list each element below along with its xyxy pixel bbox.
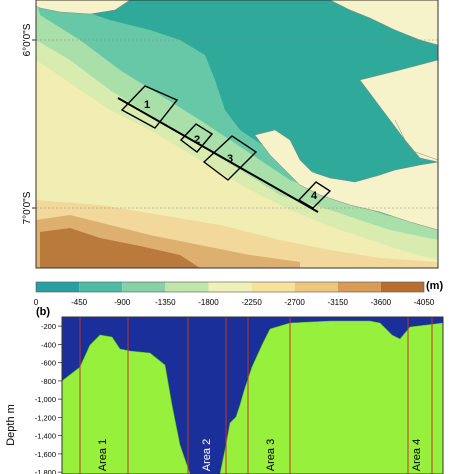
deep-basin-3 [40,228,200,268]
bangka-land [329,0,438,46]
profile-frame [61,316,444,474]
svg-text:1: 1 [144,99,150,111]
ytick-label-6: -1,200 [35,413,56,422]
legend-swatch-9 [380,282,424,292]
legend-swatch-2 [79,282,123,292]
profile-area-4: Area 4 [411,439,423,471]
area-box-1: 1 [120,85,179,129]
legend-tick-8: -3150 [328,298,349,307]
ytick-label-7: -1,400 [35,432,56,441]
shelf-area [60,0,438,210]
borneo-coast [359,59,438,163]
ytick-label-8: -1,600 [35,450,56,459]
border-line [394,119,438,161]
legend-tick-3: -900 [114,298,131,307]
lat-label-6s: 6°0'0"S [22,23,33,56]
legend-swatch-8 [337,282,381,292]
depth-profile: (b) Depth m -200 -400 -600 -800 -1,000 -1,200… [5,306,444,474]
java-land [254,129,438,231]
ytick-label-5: -1,000 [35,395,56,404]
legend-swatch-4 [165,282,209,292]
lat-label-7s: 7°0'0"S [22,191,33,224]
area-boundaries [79,317,433,474]
svg-text:2: 2 [194,134,200,146]
legend-tick-1: 0 [34,298,39,307]
legend-tick-7: -2700 [284,298,305,307]
profile-area-1: Area 1 [97,439,109,471]
sumatra-land [36,0,131,15]
legend-tick-10: -4050 [414,298,435,307]
depth-legend: 0 -450 -900 -1350 -1800 -2250 -2700 -3150 -3600 -… [34,280,444,307]
legend-bar-frame [35,281,425,293]
map-surface: 1 2 3 4 [36,0,438,268]
profile-seabed [61,320,444,474]
area-box-4: 4 [297,181,332,209]
area-box-3: 3 [202,135,258,181]
transect-line [117,97,319,213]
svg-text:4: 4 [311,190,318,202]
legend-swatch-3 [122,282,166,292]
svg-text:3: 3 [227,153,233,165]
ytick-label-2: -400 [41,340,56,349]
legend-tick-5: -1800 [198,298,219,307]
legend-ticks: 0 -450 -900 -1350 -1800 -2250 -2700 -3150 -3600 -… [34,298,435,307]
ytick-label-3: -600 [41,359,56,368]
map-frame [35,0,439,269]
legend-tick-2: -450 [71,298,88,307]
bathymetry-map: 1 2 3 4 6°0'0"S 7°0'0"S [22,0,439,269]
legend-tick-6: -2250 [241,298,262,307]
area-box-2: 2 [179,123,214,153]
ytick-label-4: -800 [41,377,56,386]
legend-tick-4: -1350 [155,298,176,307]
legend-swatch-6 [251,282,295,292]
legend-swatch-1 [36,282,80,292]
profile-area-3: Area 3 [265,439,277,471]
ytick-label-9: -1,800 [35,468,56,474]
profile-area-2: Area 2 [201,439,213,471]
legend-unit: (m) [426,280,443,292]
legend-swatches [35,281,425,293]
profile-panel-label: (b) [36,306,50,318]
legend-swatch-5 [208,282,252,292]
legend-swatch-7 [294,282,338,292]
legend-tick-9: -3600 [371,298,392,307]
profile-ylabel: Depth m [5,404,17,446]
ytick-label-1: -200 [41,322,56,331]
profile-y-ticks: -200 -400 -600 -800 -1,000 -1,200 -1,400 -1,600… [35,322,62,474]
